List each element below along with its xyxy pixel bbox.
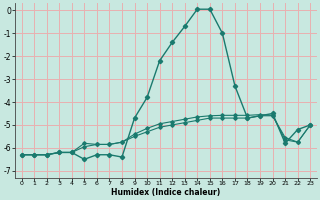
X-axis label: Humidex (Indice chaleur): Humidex (Indice chaleur) <box>111 188 220 197</box>
